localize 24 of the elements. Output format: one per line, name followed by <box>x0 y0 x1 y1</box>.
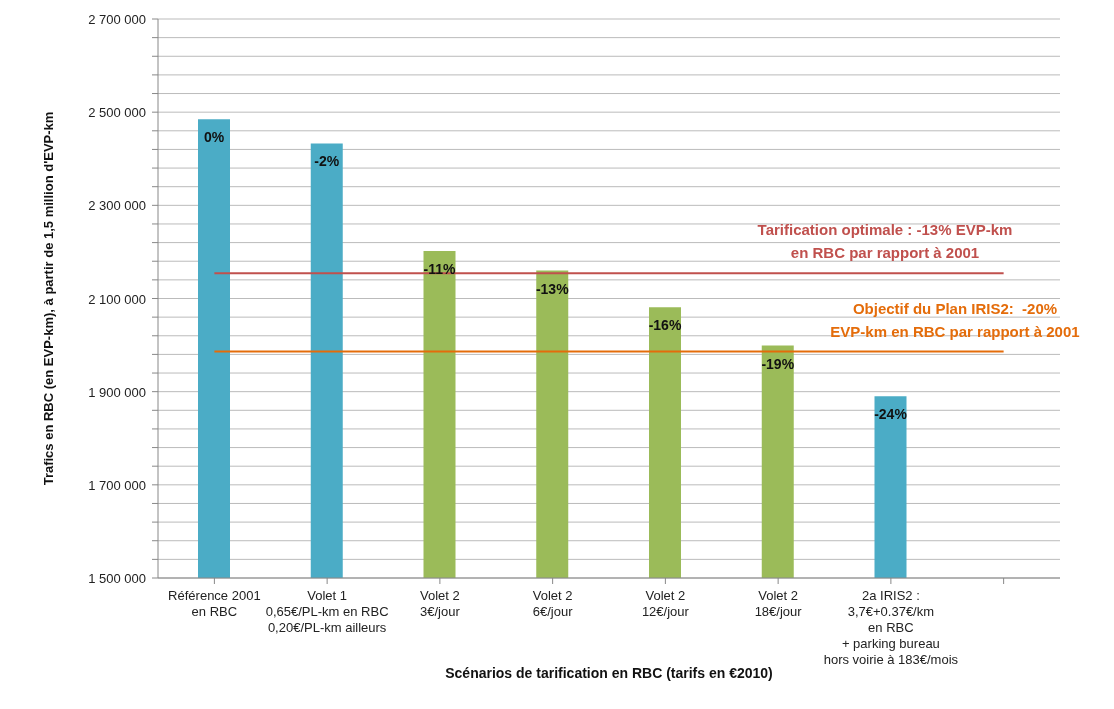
x-tick-label: Volet 1 0,65€/PL-km en RBC 0,20€/PL-km ailleurs <box>265 588 389 635</box>
x-tick-label: 2a IRIS2 : 3,7€+0.37€/km en RBC + parking bureau hors voirie à 183€/mois <box>823 588 959 667</box>
annotation: -2% <box>314 153 340 170</box>
x-tick-label: Volet 2 6€/jour <box>532 588 574 619</box>
annotation: -11% <box>423 260 456 277</box>
x-axis-title: Scénarios de tarification en RBC (tarifs en €2010) <box>445 665 773 681</box>
y-tick-label: 2 700 000 <box>88 12 146 27</box>
annotation: Objectif du Plan IRIS2: -20% EVP-km en RBC par rapport à 2001 <box>830 299 1080 340</box>
x-tick-label: Volet 2 3€/jour <box>419 588 461 619</box>
y-axis-title: Trafics en RBC (en EVP-km), à partir de 1,5 million d'EVP-km <box>40 111 56 486</box>
annotation: -16% <box>648 317 682 334</box>
annotation: -24% <box>874 406 908 423</box>
x-tick-label: Volet 2 18€/jour <box>754 588 803 619</box>
y-tick-label: 1 700 000 <box>88 477 146 493</box>
y-tick-label: 2 500 000 <box>88 105 146 121</box>
x-tick-label: Volet 2 12€/jour <box>641 588 690 619</box>
annotation: 0% <box>203 129 225 146</box>
annotation: Tarification optimale : -13% EVP-km en RBC par rapport à 2001 <box>757 221 1013 262</box>
annotation: -19% <box>761 355 795 372</box>
y-tick-label: 1 500 000 <box>88 571 146 586</box>
y-tick-label: 1 900 000 <box>88 384 146 400</box>
y-tick-label: 2 300 000 <box>88 198 146 214</box>
x-tick-label: Référence 2001 en RBC <box>168 588 261 619</box>
y-tick-label: 2 100 000 <box>88 291 146 307</box>
